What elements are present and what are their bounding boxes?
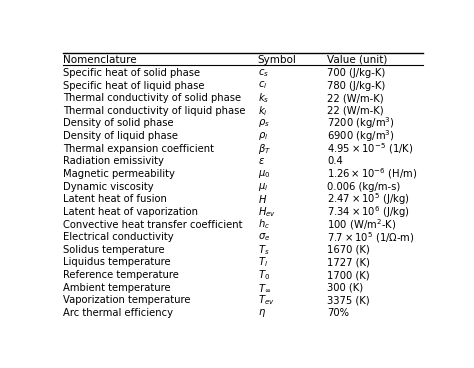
Text: 300 (K): 300 (K) xyxy=(328,283,364,293)
Text: Reference temperature: Reference temperature xyxy=(63,270,179,280)
Text: $7.7 \times 10^{5}$ (1/Ω-m): $7.7 \times 10^{5}$ (1/Ω-m) xyxy=(328,230,415,245)
Text: $\rho_s$: $\rho_s$ xyxy=(258,117,269,130)
Text: Electrical conductivity: Electrical conductivity xyxy=(63,232,173,242)
Text: $T_0$: $T_0$ xyxy=(258,268,270,282)
Text: $k_s$: $k_s$ xyxy=(258,91,269,105)
Text: 1700 (K): 1700 (K) xyxy=(328,270,370,280)
Text: Density of liquid phase: Density of liquid phase xyxy=(63,131,178,141)
Text: Latent heat of fusion: Latent heat of fusion xyxy=(63,194,167,204)
Text: $k_l$: $k_l$ xyxy=(258,104,267,118)
Text: $7.34 \times 10^{6}$ (J/kg): $7.34 \times 10^{6}$ (J/kg) xyxy=(328,204,410,220)
Text: 22 (W/m-K): 22 (W/m-K) xyxy=(328,93,384,103)
Text: 22 (W/m-K): 22 (W/m-K) xyxy=(328,106,384,116)
Text: 70%: 70% xyxy=(328,308,349,318)
Text: $h_c$: $h_c$ xyxy=(258,217,270,231)
Text: $1.26 \times 10^{-6}$ (H/m): $1.26 \times 10^{-6}$ (H/m) xyxy=(328,167,418,181)
Text: Specific heat of solid phase: Specific heat of solid phase xyxy=(63,68,200,78)
Text: $4.95 \times 10^{-5}$ (1/K): $4.95 \times 10^{-5}$ (1/K) xyxy=(328,141,414,156)
Text: $\eta$: $\eta$ xyxy=(258,307,265,319)
Text: $H_{ev}$: $H_{ev}$ xyxy=(258,205,276,219)
Text: $T_s$: $T_s$ xyxy=(258,243,269,257)
Text: $2.47 \times 10^{5}$ (J/kg): $2.47 \times 10^{5}$ (J/kg) xyxy=(328,191,410,207)
Text: Thermal expansion coefficient: Thermal expansion coefficient xyxy=(63,144,214,154)
Text: Dynamic viscosity: Dynamic viscosity xyxy=(63,182,154,192)
Text: Specific heat of liquid phase: Specific heat of liquid phase xyxy=(63,81,204,91)
Text: $\mu_0$: $\mu_0$ xyxy=(258,168,270,180)
Text: Vaporization temperature: Vaporization temperature xyxy=(63,296,191,305)
Text: 7200 (kg/m$^3$): 7200 (kg/m$^3$) xyxy=(328,116,395,131)
Text: 1727 (K): 1727 (K) xyxy=(328,258,370,268)
Text: Latent heat of vaporization: Latent heat of vaporization xyxy=(63,207,198,217)
Text: Thermal conductivity of liquid phase: Thermal conductivity of liquid phase xyxy=(63,106,246,116)
Text: 0.4: 0.4 xyxy=(328,156,343,166)
Text: Solidus temperature: Solidus temperature xyxy=(63,245,164,255)
Text: Value (unit): Value (unit) xyxy=(328,54,388,65)
Text: 0.006 (kg/m-s): 0.006 (kg/m-s) xyxy=(328,182,401,192)
Text: Ambient temperature: Ambient temperature xyxy=(63,283,171,293)
Text: 700 (J/kg-K): 700 (J/kg-K) xyxy=(328,68,386,78)
Text: Nomenclature: Nomenclature xyxy=(63,54,137,65)
Text: $\sigma_e$: $\sigma_e$ xyxy=(258,231,270,243)
Text: $\varepsilon$: $\varepsilon$ xyxy=(258,156,264,166)
Text: 780 (J/kg-K): 780 (J/kg-K) xyxy=(328,81,386,91)
Text: Liquidus temperature: Liquidus temperature xyxy=(63,258,171,268)
Text: Magnetic permeability: Magnetic permeability xyxy=(63,169,175,179)
Text: 1670 (K): 1670 (K) xyxy=(328,245,370,255)
Text: Convective heat transfer coefficient: Convective heat transfer coefficient xyxy=(63,220,242,230)
Text: Arc thermal efficiency: Arc thermal efficiency xyxy=(63,308,173,318)
Text: Radiation emissivity: Radiation emissivity xyxy=(63,156,164,166)
Text: Thermal conductivity of solid phase: Thermal conductivity of solid phase xyxy=(63,93,241,103)
Text: $H$: $H$ xyxy=(258,193,267,205)
Text: $\rho_l$: $\rho_l$ xyxy=(258,130,268,142)
Text: $\beta_T$: $\beta_T$ xyxy=(258,142,271,156)
Text: 6900 (kg/m$^3$): 6900 (kg/m$^3$) xyxy=(328,128,395,144)
Text: $T_{ev}$: $T_{ev}$ xyxy=(258,293,274,307)
Text: 3375 (K): 3375 (K) xyxy=(328,296,370,305)
Text: $c_l$: $c_l$ xyxy=(258,79,267,91)
Text: 100 (W/m$^2$-K): 100 (W/m$^2$-K) xyxy=(328,217,397,232)
Text: $\mu_l$: $\mu_l$ xyxy=(258,181,268,192)
Text: $c_s$: $c_s$ xyxy=(258,67,269,79)
Text: $T_l$: $T_l$ xyxy=(258,255,268,269)
Text: Density of solid phase: Density of solid phase xyxy=(63,118,173,128)
Text: Symbol: Symbol xyxy=(258,54,297,65)
Text: $T_\infty$: $T_\infty$ xyxy=(258,282,271,294)
